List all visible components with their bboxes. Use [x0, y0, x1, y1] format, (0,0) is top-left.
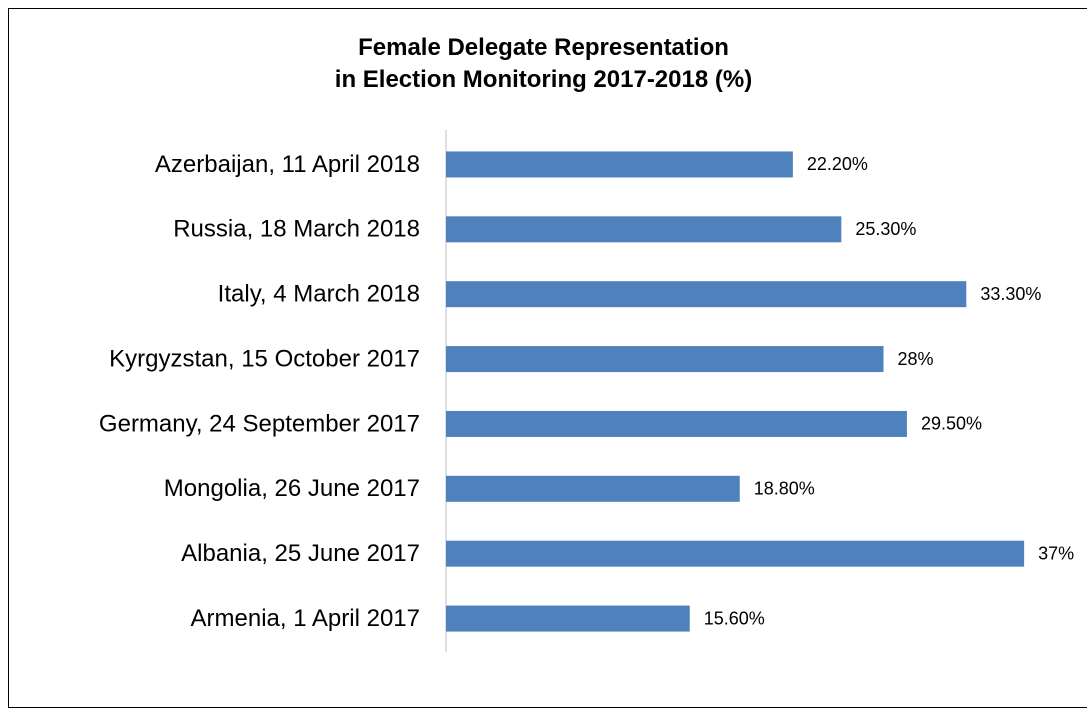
y-tick-label: Germany, 24 September 2017: [99, 410, 420, 437]
data-label: 37%: [1038, 543, 1074, 563]
y-tick-label: Azerbaijan, 11 April 2018: [155, 151, 420, 178]
data-label: 22.20%: [807, 154, 868, 174]
data-label: 29.50%: [921, 414, 982, 434]
data-label: 25.30%: [855, 219, 916, 239]
data-label: 15.60%: [704, 608, 765, 628]
y-tick-label: Mongolia, 26 June 2017: [164, 475, 420, 502]
page: {"chart_data": {"type": "bar", "orientat…: [8, 8, 1087, 708]
bar: [446, 605, 690, 632]
bar: [446, 216, 842, 243]
bar: [446, 475, 740, 502]
chart: Azerbaijan, 11 April 2018 22.20% Russia, 1…: [99, 130, 1074, 652]
y-tick-label: Russia, 18 March 2018: [173, 216, 420, 243]
y-tick-label: Italy, 4 March 2018: [218, 281, 420, 308]
bar: [446, 346, 884, 373]
y-tick-label: Kyrgyzstan, 15 October 2017: [109, 345, 420, 372]
data-label: 18.80%: [754, 479, 815, 499]
bar: [446, 151, 793, 178]
bar: [446, 540, 1025, 567]
bar: [446, 410, 907, 437]
chart-title: Female Delegate Representation in Electi…: [334, 34, 753, 93]
y-tick-label: Armenia, 1 April 2017: [191, 605, 420, 632]
data-label: 33.30%: [980, 284, 1041, 304]
data-label: 28%: [898, 349, 934, 369]
bar: [446, 281, 967, 308]
y-tick-label: Albania, 25 June 2017: [181, 540, 420, 567]
